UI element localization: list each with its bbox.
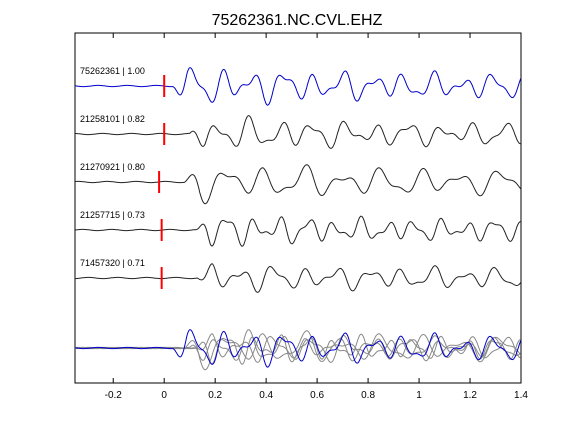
stacked-overlay: [74, 329, 522, 371]
x-tick-label: 1.4: [514, 390, 528, 401]
x-tick-label: 0.8: [361, 390, 375, 401]
trace-labels: 75262361 | 1.00 21258101 | 0.82 21270921 |…: [80, 66, 145, 268]
waveform-21270921: [75, 164, 522, 205]
waveform-71457320: [75, 263, 522, 293]
x-tick-label: 0.6: [310, 390, 324, 401]
overlay-waveform-75262361: [74, 329, 522, 368]
trace-label: 21257715 | 0.73: [80, 210, 145, 220]
x-axis: -0.2 0 0.2 0.4 0.6 0.8 1 1.2 1.4: [105, 33, 528, 401]
x-tick-label: 0: [161, 390, 167, 401]
x-tick-label: 1.2: [463, 390, 477, 401]
x-tick-label: 0.2: [208, 390, 222, 401]
trace-label: 21270921 | 0.80: [80, 162, 145, 172]
waveform-traces: [74, 67, 522, 293]
waveform-21258101: [74, 115, 521, 149]
plot-area-frame: [74, 32, 522, 384]
trace-label: 71457320 | 0.71: [80, 258, 145, 268]
trace-label: 21258101 | 0.82: [80, 114, 145, 124]
x-tick-label: -0.2: [105, 390, 123, 401]
trace-label: 75262361 | 1.00: [80, 66, 145, 76]
waveform-21257715: [75, 215, 521, 247]
chart-title: 75262361.NC.CVL.EHZ: [212, 12, 383, 29]
overlay-waveform-21257715: [75, 333, 521, 365]
x-tick-label: 0.4: [259, 390, 273, 401]
waveform-75262361: [74, 67, 522, 106]
x-tick-label: 1: [416, 390, 422, 401]
